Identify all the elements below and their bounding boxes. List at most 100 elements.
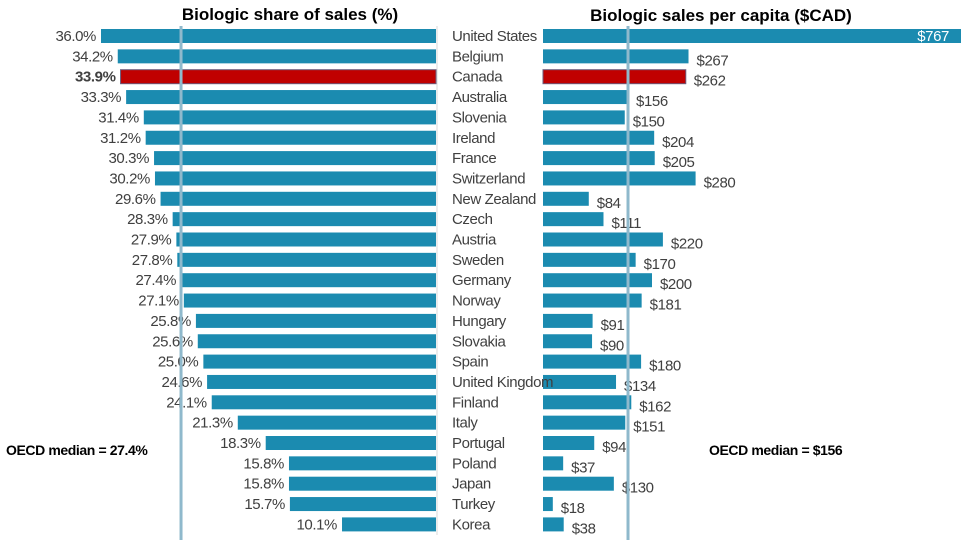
left-bar [181,273,436,288]
country-label: Spain [452,354,488,371]
right-bar [543,212,604,227]
left-bar [289,497,436,512]
right-bar [543,476,614,491]
right-bar [543,395,632,410]
country-label: Turkey [452,496,496,513]
right-bar [543,252,636,267]
right-bar-label: $94 [602,439,626,456]
left-bar-label: 21.3% [192,415,233,432]
left-bar [197,334,436,349]
left-bar-label: 15.7% [244,496,285,513]
left-bar [177,252,437,267]
left-bar [203,354,436,369]
left-bar [172,212,436,227]
left-bar [143,110,437,125]
country-label: Norway [452,293,501,310]
left-bar-label: 27.1% [138,293,179,310]
left-bar [176,232,436,247]
left-bar-label: 18.3% [220,435,261,452]
left-bar [265,436,436,450]
left-bar-label: 10.1% [296,516,337,533]
country-label: United Kingdom [452,374,553,391]
right-bar-label: $134 [624,378,656,395]
right-bar-label: $151 [633,419,665,436]
right-bar-label: $267 [697,52,729,69]
left-bar [195,313,436,328]
left-chart-title: Biologic share of sales (%) [182,5,398,24]
left-bar [154,171,436,186]
country-label: Slovenia [452,109,507,126]
left-bar [288,456,436,471]
right-bar [543,171,696,186]
right-bar [543,374,617,389]
right-median-label: OECD median = $156 [709,442,843,458]
right-bar [543,334,593,349]
country-label: Australia [452,89,508,106]
country-label: Poland [452,455,496,472]
right-bar-label: $150 [633,113,665,130]
right-bar [543,456,564,471]
right-bar [543,191,589,206]
left-bar [207,374,436,389]
right-bars-group: $767 $267 $262 $156 $150 $204 $205 $280 $84 $111 $… [542,28,961,537]
left-bar [126,90,436,105]
country-label: United States [452,28,537,45]
right-bar-label: $280 [704,174,736,191]
left-bar-label: 30.2% [109,170,150,187]
right-bar-label: $262 [694,73,726,90]
right-bar [543,497,553,512]
country-label: Switzerland [452,170,525,187]
left-bar [101,29,436,43]
left-bar-label: 15.8% [243,455,284,472]
left-bar-label: 27.9% [131,232,172,249]
left-bar-label: 33.3% [81,89,122,106]
left-bar-label: 29.6% [115,191,156,208]
right-bar-label: $18 [561,500,585,517]
left-bar [288,476,436,491]
country-label: Canada [452,69,503,86]
right-bar [543,354,642,369]
right-bar-label: $200 [660,276,692,293]
country-label: Finland [452,394,498,411]
left-bar-label: 28.3% [127,211,168,228]
right-bar-label: $156 [636,93,668,110]
right-bar-label: $130 [622,480,654,497]
left-bar-label: 31.4% [98,109,139,126]
left-bar-label: 25.6% [152,333,193,350]
right-bar [543,415,626,430]
left-bar-label: 34.2% [72,48,113,65]
right-bar [543,29,961,43]
country-label: Korea [452,516,491,533]
country-label: Ireland [452,130,495,147]
country-label: Hungary [452,313,507,330]
right-bar-label: $90 [600,337,624,354]
right-bar-label: $181 [650,297,682,314]
right-bar [543,232,663,247]
left-bar-label: 27.8% [132,252,173,269]
right-bar-label: $180 [649,358,681,375]
country-label: Belgium [452,48,503,65]
country-label: Slovakia [452,333,507,350]
country-label: Germany [452,272,512,289]
right-bar-label: $205 [663,154,695,171]
country-label: Italy [452,415,478,432]
country-label: Japan [452,476,491,493]
right-bar [543,49,689,64]
left-bar-label: 15.8% [243,476,284,493]
left-bar-label: 30.3% [108,150,149,167]
right-bar-label: $84 [597,195,621,212]
right-bar [543,293,642,308]
left-bar [120,69,437,85]
right-bar [543,517,564,532]
left-bar-label: 31.2% [100,130,141,147]
country-label: New Zealand [452,191,536,208]
right-bar-label: $767 [917,28,949,45]
country-label: Czech [452,211,493,228]
right-bar-label: $111 [611,215,641,232]
left-bar-label: 36.0% [55,28,96,45]
left-bar [183,293,436,308]
right-bar-label: $37 [571,459,595,476]
right-bar [543,436,595,450]
right-bar [543,90,629,105]
